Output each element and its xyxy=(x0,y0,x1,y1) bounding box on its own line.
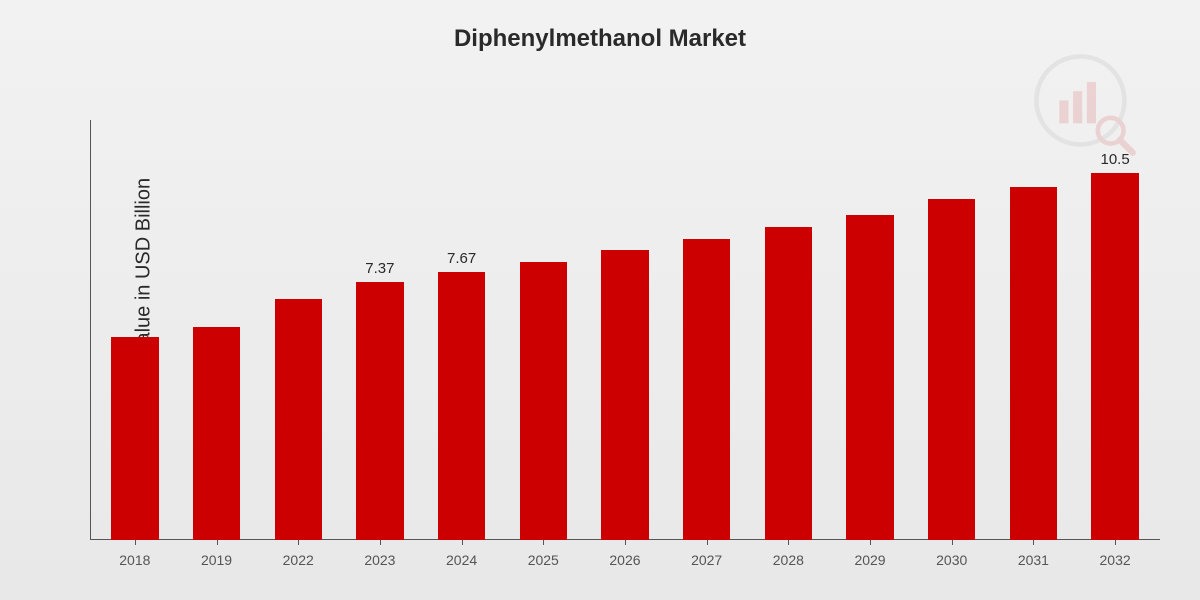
bar-slot: 7.372023 xyxy=(339,120,421,540)
x-tick-label: 2018 xyxy=(119,552,150,568)
bar-slot: 10.52032 xyxy=(1074,120,1156,540)
x-tick xyxy=(380,540,381,545)
x-tick-label: 2023 xyxy=(364,552,395,568)
x-tick xyxy=(462,540,463,545)
x-tick xyxy=(135,540,136,545)
bar-slot: 2031 xyxy=(993,120,1075,540)
x-tick xyxy=(788,540,789,545)
bar-slot: 2025 xyxy=(502,120,584,540)
bar-slot: 2027 xyxy=(666,120,748,540)
bar xyxy=(356,282,403,540)
chart-plot-area: 2018201920227.3720237.672024202520262027… xyxy=(90,120,1160,540)
bar-value-label: 7.37 xyxy=(365,260,394,278)
x-tick xyxy=(870,540,871,545)
x-tick-label: 2019 xyxy=(201,552,232,568)
bar xyxy=(438,272,485,540)
bar-slot: 2028 xyxy=(748,120,830,540)
bars-container: 2018201920227.3720237.672024202520262027… xyxy=(90,120,1160,540)
bar xyxy=(846,215,893,541)
x-tick-label: 2026 xyxy=(609,552,640,568)
x-tick-label: 2030 xyxy=(936,552,967,568)
bar xyxy=(111,337,158,540)
bar-value-label: 10.5 xyxy=(1100,151,1129,169)
bar xyxy=(601,250,648,540)
bar xyxy=(193,327,240,541)
x-tick xyxy=(625,540,626,545)
bar-slot: 2019 xyxy=(176,120,258,540)
bar-slot: 2026 xyxy=(584,120,666,540)
bar-slot: 2030 xyxy=(911,120,993,540)
x-tick xyxy=(1033,540,1034,545)
x-tick-label: 2028 xyxy=(773,552,804,568)
bar xyxy=(1010,187,1057,541)
x-tick xyxy=(952,540,953,545)
bar-slot: 2022 xyxy=(257,120,339,540)
chart-title: Diphenylmethanol Market xyxy=(454,25,746,53)
bar-slot: 2029 xyxy=(829,120,911,540)
bar xyxy=(765,227,812,540)
bar-slot: 2018 xyxy=(94,120,176,540)
x-tick-label: 2031 xyxy=(1018,552,1049,568)
x-tick-label: 2027 xyxy=(691,552,722,568)
x-tick xyxy=(543,540,544,545)
x-tick xyxy=(217,540,218,545)
bar-value-label: 7.67 xyxy=(447,250,476,268)
x-tick-label: 2032 xyxy=(1100,552,1131,568)
x-tick xyxy=(707,540,708,545)
x-tick-label: 2025 xyxy=(528,552,559,568)
x-tick xyxy=(1115,540,1116,545)
x-tick-label: 2024 xyxy=(446,552,477,568)
x-tick-label: 2022 xyxy=(283,552,314,568)
x-tick-label: 2029 xyxy=(854,552,885,568)
x-tick xyxy=(298,540,299,545)
bar-slot: 7.672024 xyxy=(421,120,503,540)
bar xyxy=(1091,173,1138,541)
bar xyxy=(683,239,730,540)
bar xyxy=(275,299,322,541)
bar xyxy=(520,262,567,540)
bar xyxy=(928,199,975,540)
